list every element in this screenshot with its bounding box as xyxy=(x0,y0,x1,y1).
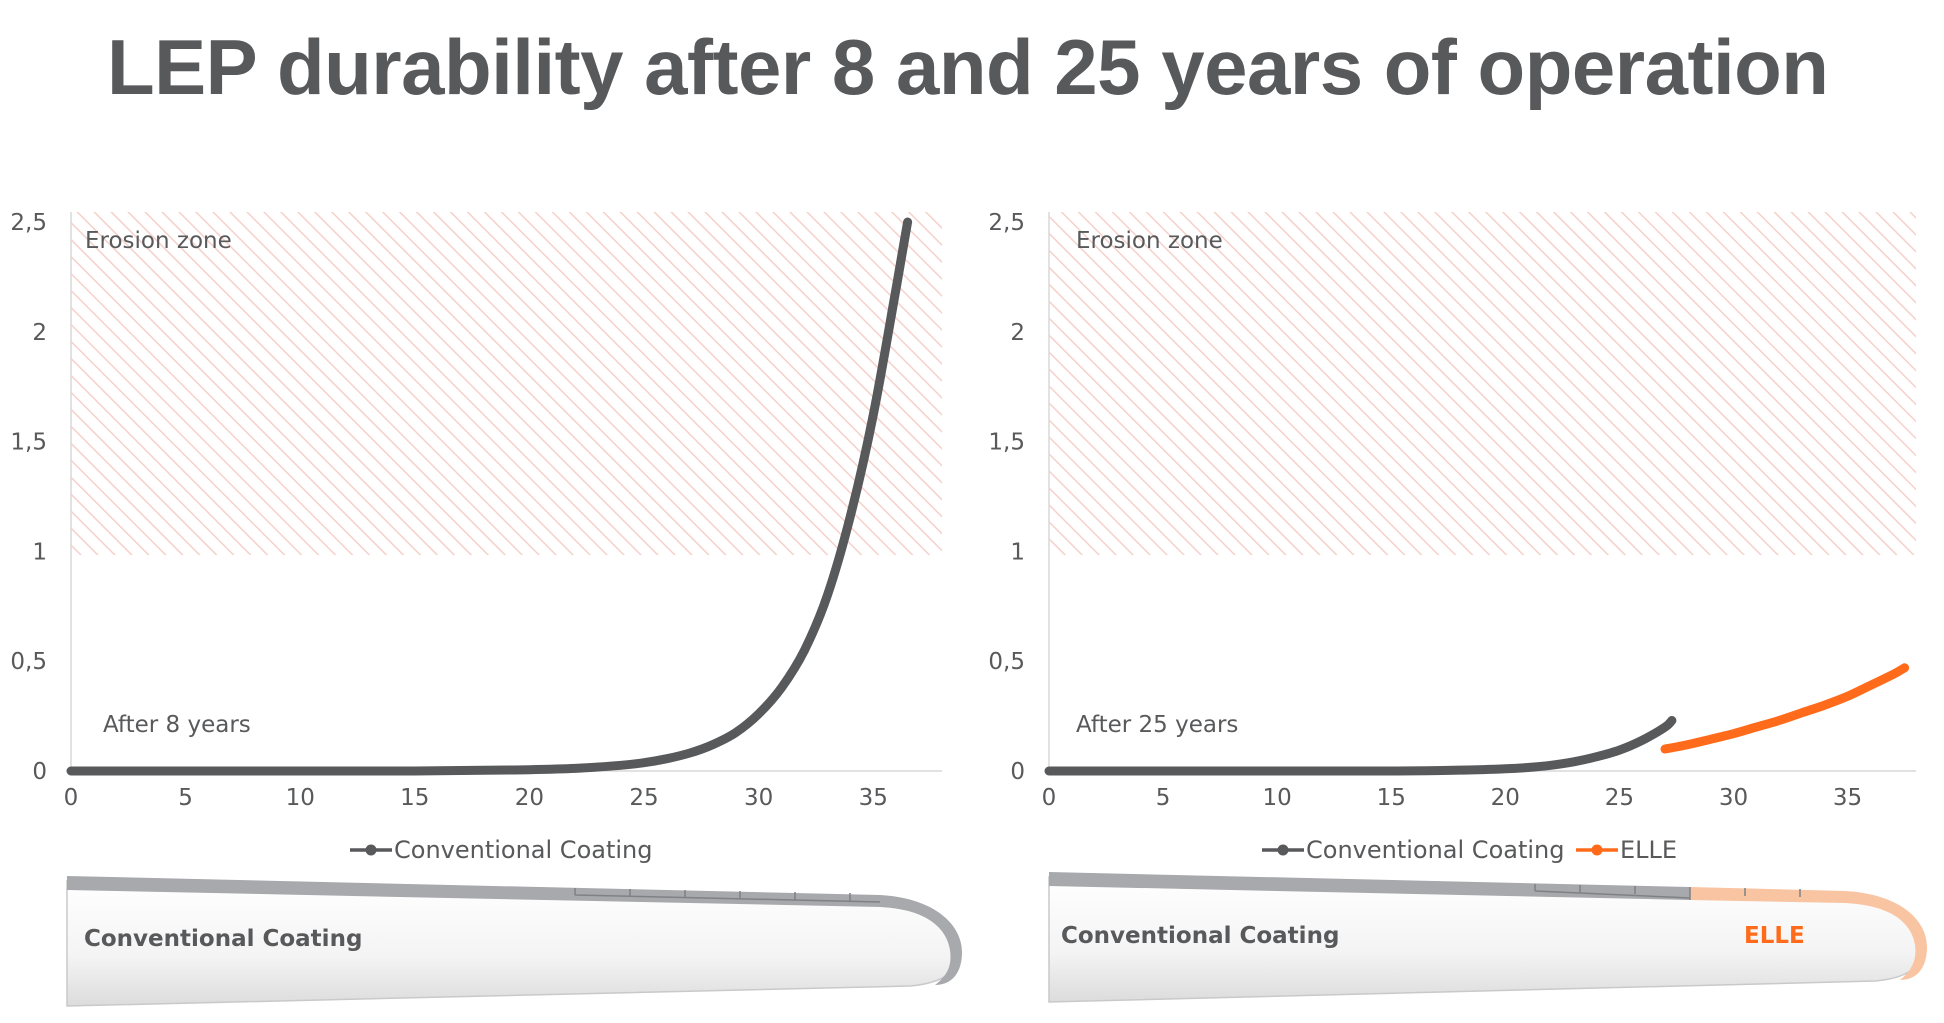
page-title: LEP durability after 8 and 25 years of o… xyxy=(107,23,1829,111)
y-tick-label: 2 xyxy=(32,320,47,346)
y-tick-label: 0 xyxy=(32,759,47,785)
blade-illustration-conventional: Conventional Coating xyxy=(66,876,962,1007)
series-line-conventional-coating xyxy=(1044,716,1677,776)
y-tick-labels: 0 0,5 1 1,5 2 2,5 xyxy=(988,210,1025,785)
y-tick-label: 1,5 xyxy=(988,430,1025,456)
legend-label-conventional: Conventional Coating xyxy=(394,836,652,864)
x-tick-label: 30 xyxy=(744,785,773,811)
annotation-label: After 8 years xyxy=(103,712,251,738)
x-tick-label: 5 xyxy=(178,785,193,811)
chart-after-25-years: Erosion zone After 25 years 0 0,5 1 1,5 2 2,5… xyxy=(988,210,1916,864)
x-tick-label: 0 xyxy=(1042,785,1057,811)
y-tick-label: 2,5 xyxy=(10,210,47,236)
legend-label-conventional: Conventional Coating xyxy=(1306,836,1564,864)
y-tick-labels: 0 0,5 1 1,5 2 2,5 xyxy=(10,210,47,785)
blade-coating-label: Conventional Coating xyxy=(1061,923,1339,949)
y-tick-label: 1,5 xyxy=(10,430,47,456)
blade-coating-conventional xyxy=(1049,872,1690,900)
erosion-zone xyxy=(71,212,942,555)
y-tick-label: 2 xyxy=(1010,320,1025,346)
y-tick-label: 0,5 xyxy=(10,649,47,675)
legend: Conventional Coating ELLE xyxy=(1262,836,1677,864)
series-group xyxy=(1044,663,1910,776)
x-tick-label: 0 xyxy=(64,785,79,811)
y-tick-label: 1 xyxy=(1010,539,1025,565)
y-tick-label: 0,5 xyxy=(988,649,1025,675)
y-tick-label: 2,5 xyxy=(988,210,1025,236)
x-tick-label: 15 xyxy=(400,785,429,811)
blade-coating-elle xyxy=(1690,887,1927,980)
series-group xyxy=(66,217,913,776)
legend: Conventional Coating xyxy=(350,836,652,864)
erosion-zone xyxy=(1049,212,1916,555)
legend-marker-conventional xyxy=(365,844,377,856)
x-tick-label: 10 xyxy=(1263,785,1292,811)
x-tick-labels: 0 5 10 15 20 25 30 35 xyxy=(64,785,888,811)
x-tick-label: 25 xyxy=(629,785,658,811)
series-line-elle xyxy=(1660,663,1910,754)
annotation-label: After 25 years xyxy=(1076,712,1238,738)
x-tick-labels: 0 5 10 15 20 25 30 35 xyxy=(1042,785,1863,811)
x-tick-label: 10 xyxy=(286,785,315,811)
x-tick-label: 20 xyxy=(515,785,544,811)
y-tick-label: 1 xyxy=(32,539,47,565)
x-tick-label: 25 xyxy=(1605,785,1634,811)
x-tick-label: 15 xyxy=(1377,785,1406,811)
erosion-zone-label: Erosion zone xyxy=(85,228,232,254)
x-tick-label: 35 xyxy=(859,785,888,811)
erosion-zone-label: Erosion zone xyxy=(1076,228,1223,254)
legend-marker-elle xyxy=(1591,844,1603,856)
legend-marker-conventional xyxy=(1277,844,1289,856)
legend-label-elle: ELLE xyxy=(1620,836,1677,864)
series-line-conventional-coating xyxy=(66,217,913,776)
blade-tip-label: ELLE xyxy=(1744,923,1805,949)
blade-coating-segments xyxy=(574,888,881,903)
blade-coating-layer xyxy=(67,876,962,985)
x-tick-label: 5 xyxy=(1156,785,1171,811)
x-tick-label: 20 xyxy=(1491,785,1520,811)
blade-coating-label: Conventional Coating xyxy=(84,926,362,952)
chart-after-8-years: Erosion zone After 8 years 00,511,522,5 … xyxy=(10,210,942,864)
blade-illustration-elle: Conventional Coating ELLE xyxy=(1048,872,1927,1003)
y-tick-label: 0 xyxy=(1010,759,1025,785)
x-tick-label: 35 xyxy=(1833,785,1862,811)
blade-coating-segments xyxy=(1534,884,1801,900)
x-tick-label: 30 xyxy=(1719,785,1748,811)
